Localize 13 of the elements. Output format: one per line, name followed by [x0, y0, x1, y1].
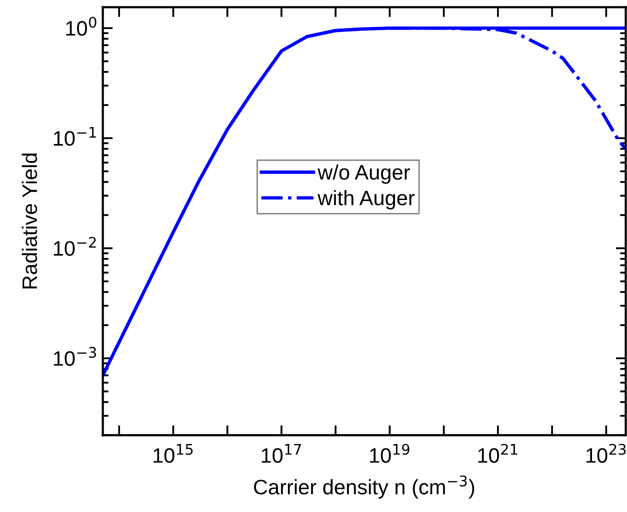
x-axis-title: Carrier density n (cm$^{−3}$)	[254, 475, 474, 499]
x-tick-label: 10$^{19}$	[370, 444, 410, 463]
x-tick-label: 10$^{21}$	[478, 444, 518, 463]
y-tick-label: 10$^{0}$	[66, 16, 96, 36]
y-axis-title: Radiative Yield	[22, 154, 38, 288]
legend-label: with Auger	[318, 190, 415, 210]
y-tick-label: 10$^{−2}$	[54, 236, 96, 256]
x-tick-label: 10$^{17}$	[262, 444, 301, 463]
x-tick-label: 10$^{23}$	[586, 444, 626, 463]
legend-label: w/o Auger	[318, 164, 410, 184]
x-tick-label: 10$^{15}$	[154, 444, 193, 463]
y-tick-label: 10$^{−1}$	[54, 126, 96, 146]
y-tick-label: 10$^{−3}$	[54, 346, 96, 366]
